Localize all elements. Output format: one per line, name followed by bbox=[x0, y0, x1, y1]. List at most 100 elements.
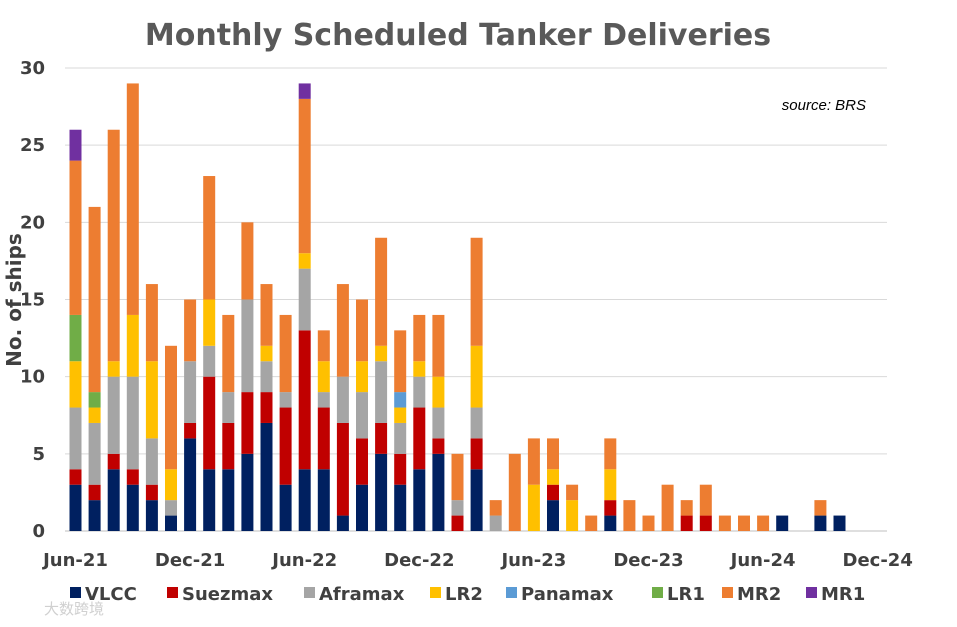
bar-segment bbox=[88, 206, 101, 393]
bars bbox=[69, 83, 846, 531]
x-tick-label: Jun-23 bbox=[499, 550, 566, 571]
legend-swatch bbox=[70, 587, 81, 598]
bar-segment bbox=[203, 376, 216, 470]
legend-swatch bbox=[304, 587, 315, 598]
y-tick-label: 20 bbox=[20, 212, 45, 233]
bar-segment bbox=[470, 407, 483, 439]
bar-segment bbox=[566, 484, 579, 501]
legend-swatch bbox=[652, 587, 663, 598]
bar-segment bbox=[203, 345, 216, 377]
legend-swatch bbox=[506, 587, 517, 598]
y-tick-label: 30 bbox=[20, 58, 45, 79]
chart-title: Monthly Scheduled Tanker Deliveries bbox=[145, 18, 771, 53]
bar-segment bbox=[394, 453, 407, 485]
y-axis: 0 5 10 15 20 25 30 bbox=[20, 58, 45, 542]
legend-swatch bbox=[806, 587, 817, 598]
bar-segment bbox=[260, 361, 273, 393]
bar-segment bbox=[69, 484, 82, 531]
bar-segment bbox=[279, 314, 292, 393]
bar-segment bbox=[317, 330, 330, 362]
bar-segment bbox=[489, 500, 502, 516]
bar-segment bbox=[317, 469, 330, 531]
bar-segment bbox=[69, 469, 82, 485]
bar-segment bbox=[88, 392, 101, 408]
legend-swatch bbox=[167, 587, 178, 598]
bar-segment bbox=[88, 407, 101, 423]
bar-segment bbox=[489, 515, 502, 531]
source-note: source: BRS bbox=[782, 97, 866, 114]
bar-segment bbox=[203, 176, 216, 300]
bar-segment bbox=[336, 515, 349, 531]
x-axis: Jun-21 Dec-21 Jun-22 Dec-22 Jun-23 Dec-23 Jun-… bbox=[41, 550, 913, 571]
bar-segment bbox=[566, 500, 579, 531]
bar-segment bbox=[165, 515, 177, 531]
bar-segment bbox=[222, 422, 235, 470]
bar-segment bbox=[317, 392, 330, 408]
bar-segment bbox=[69, 160, 82, 315]
legend-label: Panamax bbox=[521, 584, 614, 605]
bar-segment bbox=[279, 407, 292, 485]
bar-segment bbox=[394, 407, 407, 423]
bar-segment bbox=[298, 98, 311, 254]
bar-segment bbox=[470, 438, 483, 470]
bar-segment bbox=[298, 83, 311, 99]
bar-segment bbox=[88, 422, 101, 485]
bar-segment bbox=[680, 500, 693, 516]
bar-segment bbox=[317, 407, 330, 470]
bar-segment bbox=[375, 453, 388, 531]
bar-segment bbox=[203, 299, 216, 346]
bar-segment bbox=[470, 345, 483, 408]
bar-segment bbox=[260, 345, 273, 362]
legend-swatch bbox=[430, 587, 441, 598]
bar-segment bbox=[126, 314, 139, 377]
bar-segment bbox=[432, 376, 445, 408]
bar-segment bbox=[356, 299, 368, 362]
bar-segment bbox=[241, 222, 254, 300]
x-tick-label: Jun-21 bbox=[41, 550, 108, 571]
bar-segment bbox=[69, 314, 82, 362]
bar-segment bbox=[298, 253, 311, 269]
bar-segment bbox=[356, 484, 368, 531]
legend-label: VLCC bbox=[85, 584, 137, 605]
x-tick-label: Dec-24 bbox=[843, 550, 913, 571]
legend: VLCC Suezmax Aframax LR2 Panamax LR1 MR2 MR1 bbox=[70, 584, 865, 605]
bar-segment bbox=[165, 345, 177, 470]
bar-segment bbox=[336, 284, 349, 377]
legend-label: MR1 bbox=[821, 584, 865, 605]
x-tick-label: Jun-22 bbox=[270, 550, 337, 571]
bar-segment bbox=[222, 314, 235, 393]
bar-segment bbox=[413, 314, 426, 362]
bar-segment bbox=[375, 361, 388, 423]
y-tick-label: 25 bbox=[20, 135, 45, 156]
bar-segment bbox=[126, 484, 139, 531]
bar-segment bbox=[88, 484, 101, 501]
bar-segment bbox=[375, 345, 388, 362]
bar-segment bbox=[451, 500, 464, 516]
bar-segment bbox=[145, 284, 158, 362]
bar-segment bbox=[107, 453, 120, 470]
bar-segment bbox=[107, 376, 120, 454]
bar-segment bbox=[394, 330, 407, 393]
bar-segment bbox=[470, 237, 483, 346]
bar-segment bbox=[107, 361, 120, 377]
x-tick-label: Jun-24 bbox=[729, 550, 796, 571]
y-axis-label: No. of ships bbox=[2, 233, 26, 367]
legend-label: Suezmax bbox=[182, 584, 273, 605]
bar-segment bbox=[394, 484, 407, 531]
bar-segment bbox=[298, 469, 311, 531]
bar-segment bbox=[699, 515, 712, 531]
bar-segment bbox=[145, 500, 158, 531]
bar-segment bbox=[203, 469, 216, 531]
x-tick-label: Dec-23 bbox=[613, 550, 683, 571]
bar-segment bbox=[260, 284, 273, 346]
bar-segment bbox=[336, 376, 349, 423]
y-tick-label: 10 bbox=[20, 367, 45, 388]
bar-segment bbox=[375, 237, 388, 346]
bar-segment bbox=[776, 515, 789, 531]
bar-segment bbox=[184, 361, 197, 423]
y-tick-label: 0 bbox=[32, 521, 45, 542]
bar-segment bbox=[432, 407, 445, 439]
bar-segment bbox=[260, 422, 273, 531]
bar-segment bbox=[184, 422, 197, 439]
